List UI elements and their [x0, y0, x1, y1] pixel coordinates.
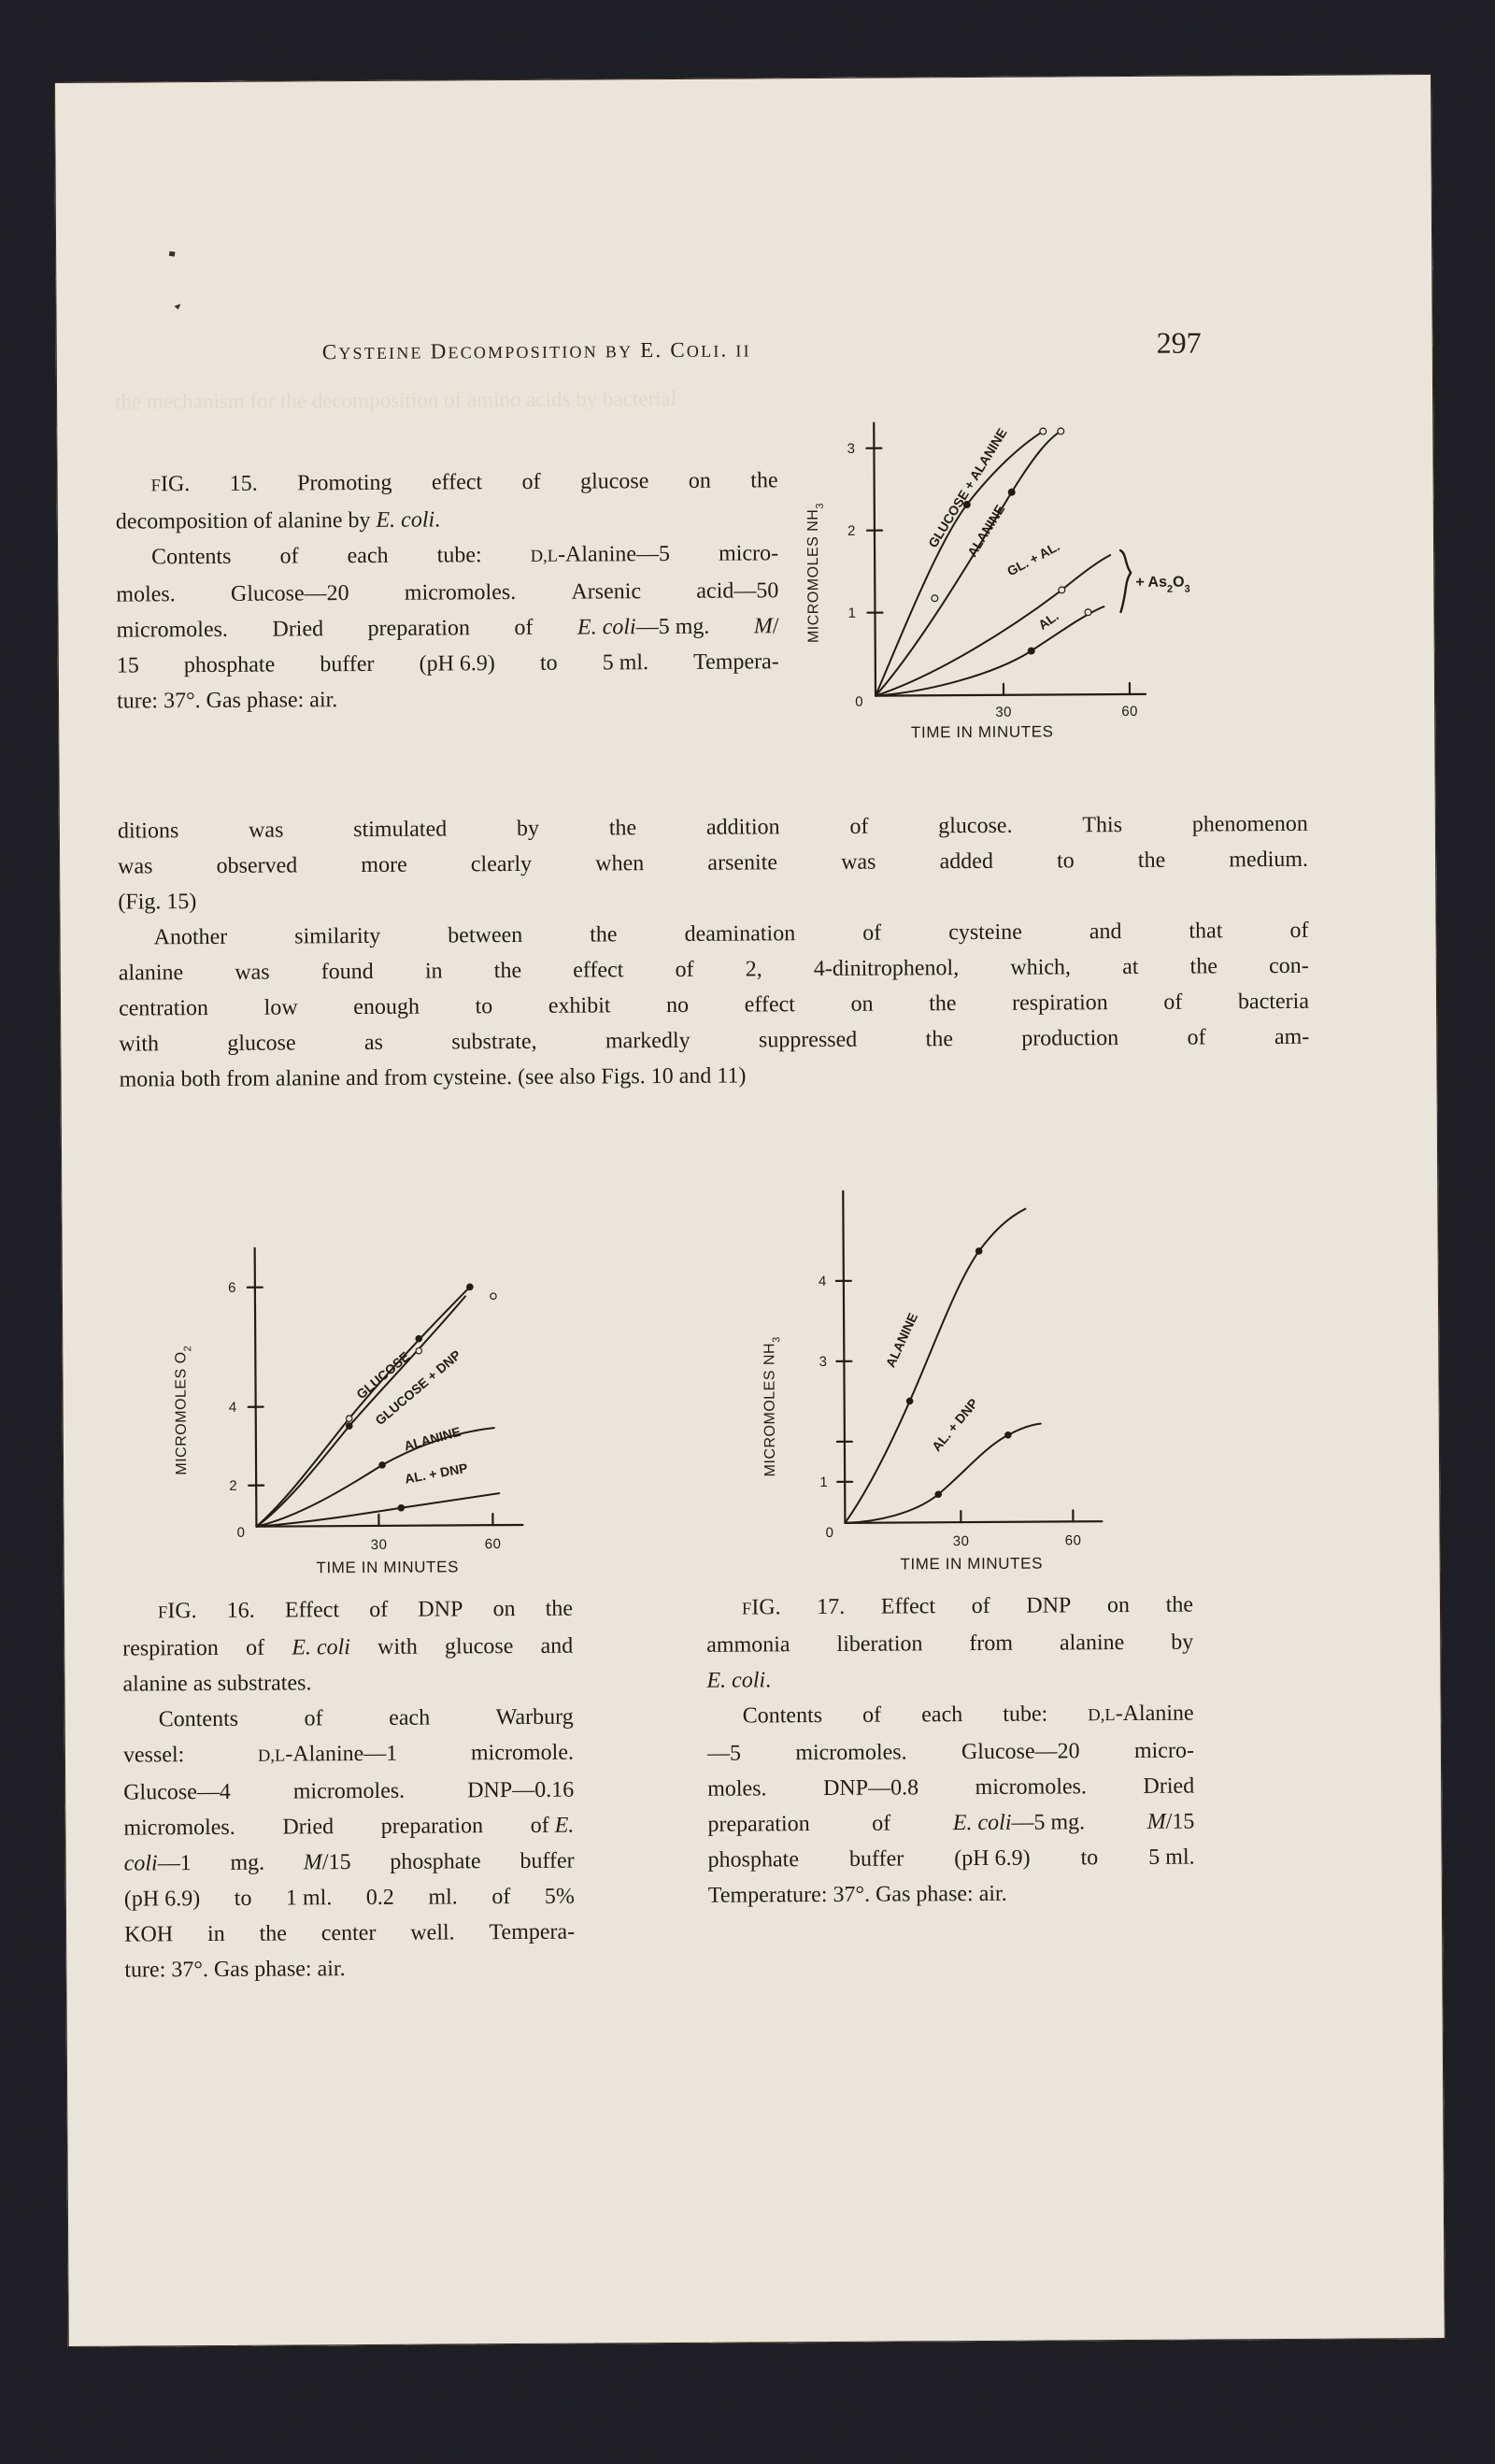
svg-text:3: 3	[847, 441, 856, 457]
svg-text:TIME IN MINUTES: TIME IN MINUTES	[316, 1558, 459, 1576]
svg-text:AL. + DNP: AL. + DNP	[404, 1460, 469, 1487]
svg-text:1: 1	[819, 1474, 828, 1490]
svg-text:3: 3	[819, 1354, 827, 1370]
svg-text:30: 30	[371, 1537, 388, 1553]
svg-text:AL.: AL.	[1035, 608, 1061, 633]
svg-text:TIME IN MINUTES: TIME IN MINUTES	[911, 722, 1054, 741]
svg-text:60: 60	[1065, 1532, 1082, 1548]
svg-text:30: 30	[995, 705, 1012, 720]
svg-text:4: 4	[819, 1274, 827, 1289]
svg-text:ALANINE: ALANINE	[883, 1311, 920, 1370]
svg-text:1: 1	[848, 605, 857, 621]
svg-text:GLUCOSE + DNP: GLUCOSE + DNP	[372, 1347, 463, 1428]
svg-text:60: 60	[485, 1536, 502, 1552]
svg-text:6: 6	[228, 1280, 236, 1296]
svg-text:MICROMOLES NH3: MICROMOLES NH3	[762, 1336, 783, 1476]
svg-text:ALANINE: ALANINE	[964, 502, 1007, 559]
svg-text:2: 2	[847, 523, 856, 539]
svg-text:30: 30	[953, 1533, 970, 1549]
svg-text:AL. + DNP: AL. + DNP	[929, 1396, 981, 1455]
svg-text:GLUCOSE + ALANINE: GLUCOSE + ALANINE	[925, 425, 1010, 549]
svg-text:2: 2	[229, 1478, 237, 1494]
svg-text:MICROMOLES O2: MICROMOLES O2	[173, 1346, 194, 1475]
svg-text:60: 60	[1121, 704, 1138, 719]
svg-text:GL. + AL.: GL. + AL.	[1004, 538, 1062, 578]
svg-text:MICROMOLES NH3: MICROMOLES NH3	[805, 503, 827, 643]
svg-text:0: 0	[826, 1525, 834, 1541]
svg-text:ALANINE: ALANINE	[403, 1424, 463, 1454]
svg-text:0: 0	[855, 694, 863, 710]
svg-text:+ As2O3: + As2O3	[1135, 575, 1189, 595]
svg-text:4: 4	[229, 1400, 237, 1416]
svg-text:0: 0	[237, 1525, 246, 1541]
svg-text:TIME IN MINUTES: TIME IN MINUTES	[900, 1555, 1043, 1574]
